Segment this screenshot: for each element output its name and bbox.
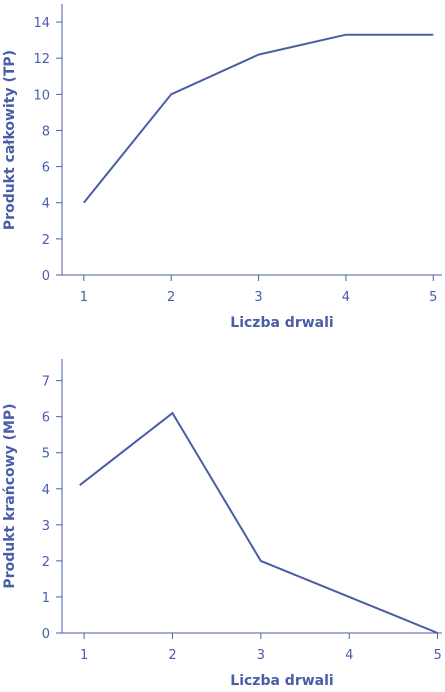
- y-tick-label: 3: [42, 519, 50, 534]
- x-axis-title: Liczba drwali: [230, 315, 333, 331]
- y-tick-label: 2: [42, 233, 50, 248]
- x-tick-label: 3: [257, 648, 265, 663]
- y-tick-label: 2: [42, 555, 50, 570]
- y-tick-label: 14: [33, 16, 50, 31]
- x-tick-label: 4: [345, 648, 353, 663]
- y-tick-label: 10: [33, 88, 50, 103]
- x-tick-label: 2: [168, 648, 176, 663]
- y-tick-label: 0: [42, 627, 50, 642]
- x-tick-label: 4: [342, 290, 350, 305]
- series-line: [83, 33, 434, 204]
- x-axis-title: Liczba drwali: [230, 673, 333, 689]
- y-tick-label: 5: [42, 447, 50, 462]
- x-tick-label: 3: [254, 290, 262, 305]
- y-tick-label: 1: [42, 591, 50, 606]
- x-tick-label: 1: [80, 648, 88, 663]
- y-tick-label: 8: [42, 124, 50, 139]
- x-tick-label: 5: [429, 290, 437, 305]
- y-tick-label: 12: [33, 52, 50, 67]
- y-tick-label: 7: [42, 375, 50, 390]
- y-tick-label: 6: [42, 411, 50, 426]
- marginal-product-chart: 0 1 2 3 4 5 6 7 1 2 3 4 5 Liczba drwali Produkt krańco…: [2, 359, 442, 689]
- y-tick-label: 0: [42, 269, 50, 284]
- y-tick-label: 4: [42, 483, 50, 498]
- y-axis-title: Produkt krańcowy (MP): [2, 403, 18, 588]
- x-tick-label: 2: [167, 290, 175, 305]
- y-axis-title: Produkt całkowity (TP): [2, 50, 18, 230]
- y-tick-label: 4: [42, 197, 50, 212]
- series-line: [79, 411, 438, 634]
- x-tick-label: 5: [433, 648, 441, 663]
- y-tick-label: 6: [42, 161, 50, 176]
- x-tick-label: 1: [80, 290, 88, 305]
